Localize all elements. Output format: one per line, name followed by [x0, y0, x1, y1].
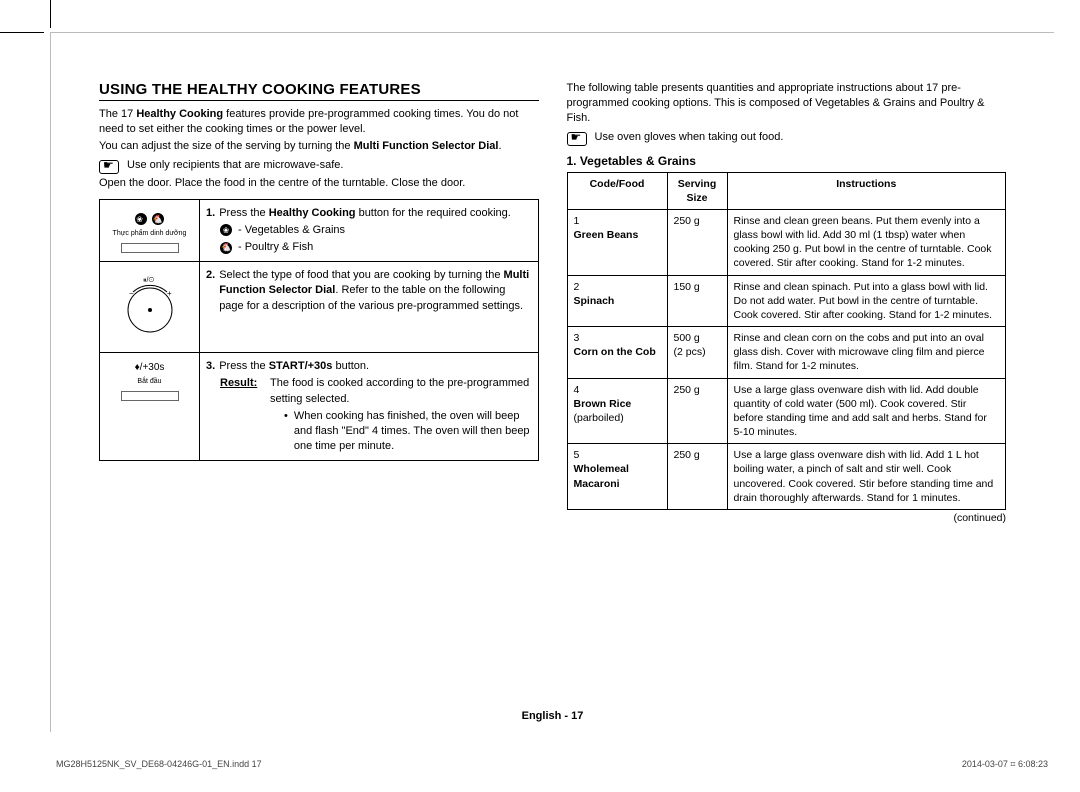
page-number: English - 17 [99, 710, 1006, 722]
result-body: The food is cooked according to the pre-… [270, 376, 532, 454]
button-outline-icon [121, 243, 179, 253]
step-row-3: ♦/+30s Bắt đầu 3.Press the START/+30s bu… [100, 353, 539, 461]
col-code-food: Code/Food [567, 172, 667, 209]
steps-table: ❀ 🐔 Thực phẩm dinh dưỡng 1.Press the Hea… [99, 199, 539, 462]
safety-note: Use only recipients that are microwave-s… [99, 159, 539, 174]
table-row: 2Spinach 150 g Rinse and clean spinach. … [567, 275, 1006, 327]
food-table: Code/Food Serving Size Instructions 1Gre… [567, 172, 1007, 510]
continued-label: (continued) [567, 512, 1007, 524]
indd-filename: MG28H5125NK_SV_DE68-04246G-01_EN.indd 17 [56, 759, 262, 770]
poultry-icon: 🐔 [220, 242, 232, 254]
pointing-hand-icon [99, 160, 119, 174]
subsection-heading: 1. Vegetables & Grains [567, 154, 1007, 168]
svg-text:⏸/☉: ⏸/☉ [143, 277, 154, 284]
svg-text:+: + [167, 289, 172, 298]
poultry-icon: 🐔 [152, 213, 164, 225]
panel-illustration-1: ❀ 🐔 Thực phẩm dinh dưỡng [100, 199, 200, 262]
two-column-layout: USING THE HEALTHY COOKING FEATURES The 1… [99, 81, 1006, 700]
left-column: USING THE HEALTHY COOKING FEATURES The 1… [99, 81, 539, 700]
step-1-text: 1.Press the Healthy Cooking button for t… [200, 199, 539, 262]
svg-text:−: − [129, 289, 134, 298]
section-heading: USING THE HEALTHY COOKING FEATURES [99, 81, 539, 101]
intro-paragraph-1: The 17 Healthy Cooking features provide … [99, 107, 539, 137]
table-intro: The following table presents quantities … [567, 81, 1007, 127]
table-row: 4Brown Rice(parboiled) 250 g Use a large… [567, 378, 1006, 444]
button-outline-icon [121, 391, 179, 401]
step-row-1: ❀ 🐔 Thực phẩm dinh dưỡng 1.Press the Hea… [100, 199, 539, 262]
veg-icon: ❀ [135, 213, 147, 225]
table-header-row: Code/Food Serving Size Instructions [567, 172, 1006, 209]
step-3-text: 3.Press the START/+30s button. Result: T… [200, 353, 539, 461]
dial-icon: − + ⏸/☉ [115, 270, 185, 340]
panel-illustration-3: ♦/+30s Bắt đầu [100, 353, 200, 461]
page-frame: USING THE HEALTHY COOKING FEATURES The 1… [50, 32, 1054, 732]
table-row: 3Corn on the Cob 500 g(2 pcs) Rinse and … [567, 327, 1006, 379]
pointing-hand-icon [567, 132, 587, 146]
table-row: 5Wholemeal Macaroni 250 g Use a large gl… [567, 444, 1006, 510]
col-instructions: Instructions [727, 172, 1006, 209]
step-row-2: − + ⏸/☉ 2.Select the type of food that y… [100, 262, 539, 353]
print-timestamp: 2014-03-07 ⌗ 6:08:23 [962, 759, 1048, 770]
step-2-text: 2.Select the type of food that you are c… [200, 262, 539, 353]
right-column: The following table presents quantities … [567, 81, 1007, 700]
panel-illustration-2: − + ⏸/☉ [100, 262, 200, 353]
intro-paragraph-2: You can adjust the size of the serving b… [99, 139, 539, 154]
print-footer: MG28H5125NK_SV_DE68-04246G-01_EN.indd 17… [50, 759, 1054, 770]
table-row: 1Green Beans 250 g Rinse and clean green… [567, 209, 1006, 275]
veg-icon: ❀ [220, 224, 232, 236]
oven-gloves-note: Use oven gloves when taking out food. [567, 131, 1007, 146]
open-door-instruction: Open the door. Place the food in the cen… [99, 176, 539, 191]
result-label: Result: [220, 376, 262, 454]
col-serving-size: Serving Size [667, 172, 727, 209]
